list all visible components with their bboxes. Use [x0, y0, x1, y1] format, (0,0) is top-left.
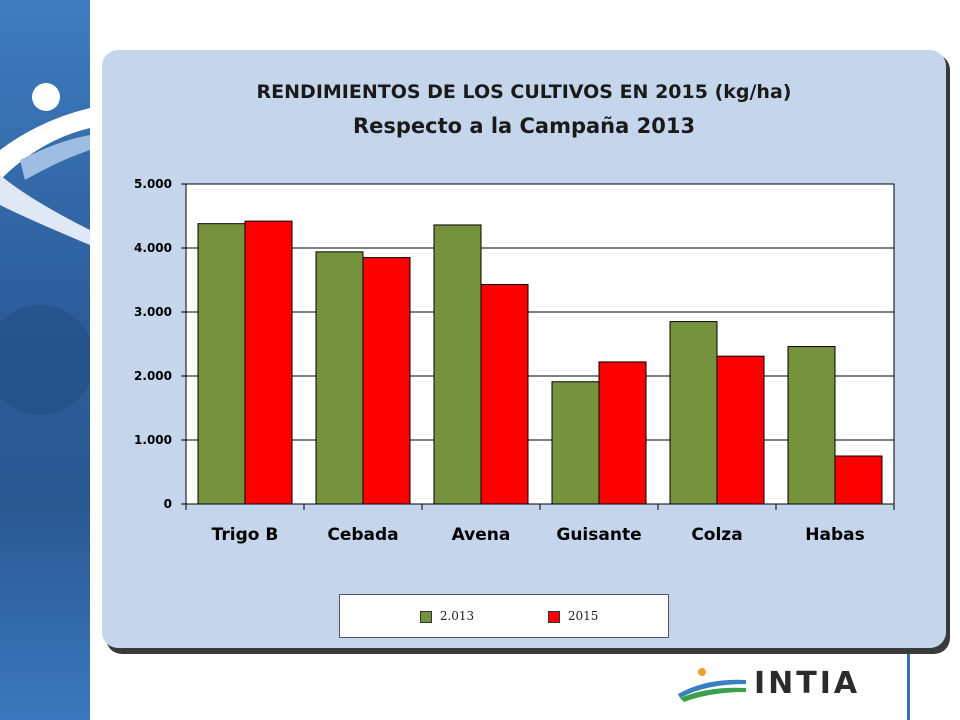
bar-cebada-2015	[362, 257, 411, 505]
legend-swatch-2013	[420, 610, 432, 623]
chart-legend: 2.013 2015	[339, 594, 669, 638]
y-axis-ticks: 0 1.000 2.000 3.000 4.000 5.000	[134, 177, 186, 511]
legend-item-2013: 2.013	[420, 609, 474, 623]
bars	[197, 220, 883, 505]
x-axis-ticks: Trigo B Cebada Avena Guisante Colza Habas	[185, 504, 895, 545]
bar-guisante-2013	[551, 381, 600, 505]
bar-colza-2015	[716, 355, 765, 505]
bar-habas-2013	[787, 346, 836, 505]
y-tick-label: 1.000	[134, 433, 172, 447]
bar-cebada-2013	[315, 251, 364, 505]
x-tick-label: Habas	[805, 525, 864, 545]
chart-title: RENDIMIENTOS DE LOS CULTIVOS EN 2015 (kg…	[256, 81, 792, 103]
legend-item-2015: 2015	[548, 609, 598, 623]
y-tick-label: 4.000	[134, 241, 172, 255]
x-tick-label: Avena	[452, 525, 511, 545]
y-tick-label: 2.000	[134, 369, 172, 383]
y-tick-label: 5.000	[134, 177, 172, 191]
plot-area	[185, 183, 895, 505]
x-tick-label: Trigo B	[212, 525, 279, 545]
legend-label-2013: 2.013	[439, 609, 475, 623]
bar-trigo-b-2015	[244, 220, 293, 505]
right-divider-line	[907, 650, 910, 720]
x-tick-label: Guisante	[556, 525, 641, 545]
legend-label-2015: 2015	[567, 609, 599, 623]
legend-swatch-2015	[548, 610, 560, 623]
bar-guisante-2015	[598, 361, 647, 505]
bar-trigo-b-2013	[197, 223, 246, 505]
chart-subtitle: Respecto a la Campaña 2013	[352, 114, 696, 138]
y-tick-label: 3.000	[134, 305, 172, 319]
x-tick-label: Cebada	[327, 525, 398, 545]
bar-colza-2013	[669, 321, 718, 505]
intia-logo-icon	[678, 668, 746, 702]
bar-avena-2013	[433, 224, 482, 505]
person-swoosh-icon	[0, 83, 90, 415]
intia-logo: INTIA	[676, 664, 886, 704]
bar-habas-2015	[834, 455, 883, 505]
intia-logo-text: INTIA	[754, 666, 861, 701]
y-tick-label: 0	[164, 497, 172, 511]
gridlines	[186, 247, 894, 441]
left-decorative-band	[0, 0, 90, 720]
bar-avena-2015	[480, 283, 529, 505]
x-tick-label: Colza	[691, 525, 742, 545]
